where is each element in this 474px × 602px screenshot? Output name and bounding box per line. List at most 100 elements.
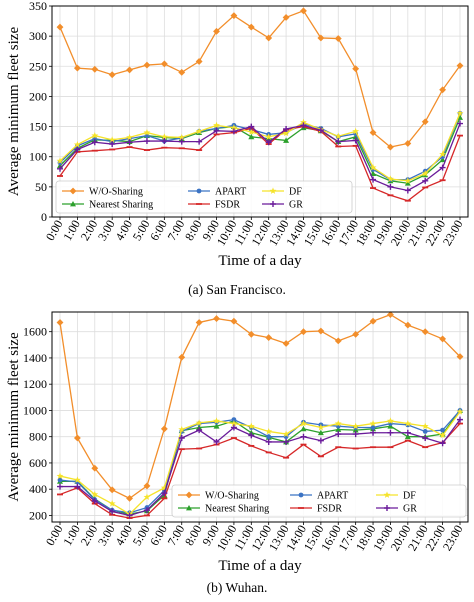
- sf-point-w-o-sharing: [421, 118, 429, 126]
- sf-point-w-o-sharing: [247, 23, 255, 31]
- wh-legend-marker-apart: [298, 492, 304, 498]
- sf-plot-frame: [51, 5, 469, 218]
- wh-point-apart: [266, 434, 272, 440]
- wh-point-gr: [109, 508, 116, 515]
- wh-point-gr: [91, 498, 98, 504]
- wh-point-w-o-sharing: [387, 311, 394, 319]
- chart-wuhan: 200 400 600 800 1000 1200 1400 1600 0:001:002:00…: [6, 311, 469, 574]
- wh-point-df: [230, 419, 238, 427]
- sf-point-df: [247, 128, 255, 135]
- sf-point-df: [91, 132, 99, 139]
- wh-point-w-o-sharing: [91, 464, 99, 472]
- wh-point-apart: [370, 425, 376, 430]
- sf-line-apart: [59, 113, 461, 181]
- wh-point-df: [178, 425, 186, 433]
- wh-point-gr: [57, 483, 63, 490]
- wh-point-apart: [440, 427, 446, 433]
- sf-point-w-o-sharing: [160, 60, 168, 68]
- sf-point-gr: [126, 139, 133, 146]
- wh-legend-marker-w-o-sharing: [185, 491, 193, 499]
- wh-point-w-o-sharing: [230, 317, 238, 325]
- sf-legend-marker-gr: [270, 201, 276, 207]
- wh-point-df: [456, 408, 464, 415]
- sf-point-df: [334, 132, 342, 140]
- wh-point-w-o-sharing: [282, 340, 290, 347]
- wh-point-df: [160, 484, 168, 491]
- sf-point-df: [421, 169, 429, 177]
- wh-point-gr: [300, 433, 307, 440]
- wh-legend-label-apart: APART: [317, 491, 348, 502]
- wh-point-w-o-sharing: [126, 494, 133, 502]
- wh-xtick-label: 2:00: [78, 523, 101, 548]
- wh-point-gr: [370, 429, 377, 436]
- wh-ytick-label: 200: [29, 508, 47, 522]
- sf-point-gr: [57, 165, 63, 172]
- wh-point-df: [369, 419, 377, 427]
- sf-point-df: [160, 133, 168, 140]
- sf-point-df: [456, 109, 464, 117]
- sf-point-w-o-sharing: [178, 68, 186, 76]
- wh-point-df: [421, 422, 429, 430]
- wh-point-df: [73, 476, 81, 483]
- wh-point-df: [404, 419, 412, 427]
- wh-plot-frame: [51, 311, 469, 523]
- wh-legend-label-nearest-sharing: Nearest Sharing: [205, 504, 269, 515]
- sf-point-w-o-sharing: [317, 34, 325, 42]
- sf-ytick-label: 0: [41, 210, 47, 224]
- sf-point-gr: [457, 120, 463, 127]
- wh-point-w-o-sharing: [56, 319, 64, 326]
- wh-point-w-o-sharing: [300, 328, 307, 336]
- wh-point-gr: [74, 483, 81, 490]
- wh-point-gr: [317, 437, 324, 444]
- sf-xtick-label: 5:00: [130, 218, 153, 243]
- sf-legend-label-fsdr: FSDR: [215, 200, 240, 211]
- sf-xtick-label: 4:00: [112, 218, 135, 243]
- wh-ytick-label: 800: [29, 430, 47, 444]
- sf-legend-box: [55, 180, 353, 214]
- sf-point-df: [369, 163, 377, 171]
- sf-legend-label-w-o-sharing: W/O-Sharing: [89, 187, 143, 198]
- sf-point-gr: [300, 122, 307, 129]
- wh-point-gr: [457, 416, 463, 423]
- sf-ytick-label: 300: [29, 29, 47, 43]
- wh-point-w-o-sharing: [421, 328, 429, 336]
- wh-point-w-o-sharing: [178, 353, 186, 361]
- wh-point-gr: [265, 438, 272, 445]
- wh-ytick-label: 1000: [23, 403, 47, 417]
- sf-point-df: [73, 141, 81, 148]
- sf-ytick-label: 100: [29, 150, 47, 164]
- wh-point-gr: [422, 435, 429, 441]
- wh-point-nearest-sharing: [300, 425, 307, 432]
- sf-ytick-label: 150: [29, 120, 47, 134]
- sf-point-df: [439, 150, 447, 158]
- sf-ytick-label: 250: [29, 59, 47, 73]
- sf-point-gr: [265, 139, 272, 146]
- wh-line-w-o-sharing: [59, 313, 461, 500]
- sf-point-df: [178, 133, 186, 141]
- wh-series-gr: [57, 416, 463, 519]
- wh-point-w-o-sharing: [439, 335, 447, 343]
- wh-point-df: [195, 419, 203, 426]
- sf-point-w-o-sharing: [213, 27, 220, 35]
- wh-point-gr: [283, 438, 290, 445]
- wh-legend-label-gr: GR: [403, 504, 417, 515]
- wh-point-w-o-sharing: [213, 315, 220, 322]
- wh-point-df: [56, 472, 64, 479]
- wh-point-w-o-sharing: [334, 337, 342, 345]
- wh-legend: W/O-Sharing APART DF Nearest Sharing FSDR GR: [171, 484, 467, 518]
- sf-point-gr: [74, 146, 81, 153]
- chart-san-francisco: 0501001502002503003500:001:002:003:004:0…: [6, 0, 469, 269]
- wh-point-df: [352, 422, 360, 430]
- sf-line-nearest-sharing: [59, 117, 461, 184]
- wh-point-w-o-sharing: [317, 327, 325, 335]
- wh-point-df: [247, 422, 255, 430]
- sf-point-nearest-sharing: [248, 133, 255, 140]
- sf-point-w-o-sharing: [108, 71, 116, 79]
- sf-point-df: [56, 157, 64, 164]
- sf-x-axis-label: Time of a day: [218, 253, 302, 269]
- sf-legend-label-df: DF: [289, 187, 302, 198]
- sf-point-df: [126, 133, 133, 141]
- sf-legend-marker-w-o-sharing: [69, 187, 77, 195]
- wh-point-nearest-sharing: [317, 429, 324, 436]
